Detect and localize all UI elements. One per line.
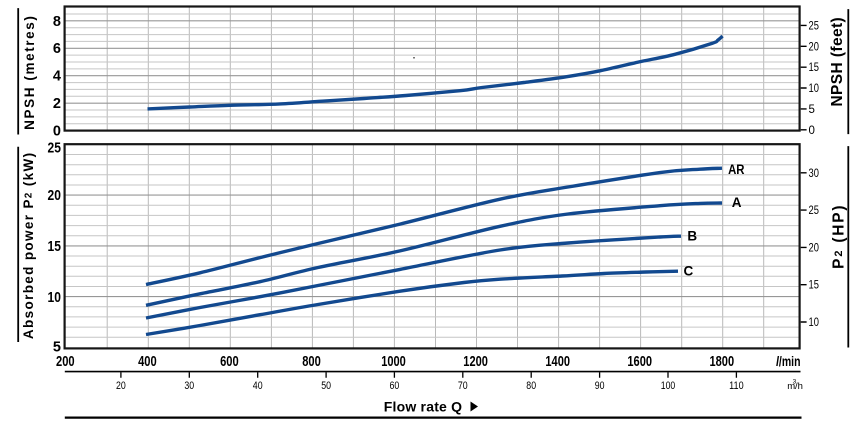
svg-text:40: 40 xyxy=(253,380,263,392)
svg-text:Flow rate Q: Flow rate Q xyxy=(384,399,462,415)
svg-text:600: 600 xyxy=(220,354,239,370)
svg-text:1200: 1200 xyxy=(463,354,488,370)
svg-text:25: 25 xyxy=(48,140,61,156)
svg-text:0: 0 xyxy=(809,125,815,137)
svg-text:30: 30 xyxy=(809,168,819,180)
svg-text:20: 20 xyxy=(116,380,126,392)
svg-text:25: 25 xyxy=(809,205,819,217)
svg-text:P2 (HP): P2 (HP) xyxy=(831,204,848,269)
svg-text:90: 90 xyxy=(595,380,605,392)
svg-text:100: 100 xyxy=(661,380,676,392)
svg-text:80: 80 xyxy=(526,380,536,392)
svg-text:C: C xyxy=(684,264,694,279)
svg-text:15: 15 xyxy=(809,280,819,292)
svg-text:B: B xyxy=(687,228,697,243)
svg-text:l/min: l/min xyxy=(776,354,801,369)
svg-text:20: 20 xyxy=(809,242,819,254)
svg-text:5: 5 xyxy=(53,339,61,355)
svg-text:20: 20 xyxy=(809,41,819,53)
svg-text:m: m xyxy=(787,381,795,392)
svg-text:1400: 1400 xyxy=(545,354,570,370)
svg-text:Absorbed power P2 (kW): Absorbed power P2 (kW) xyxy=(21,152,36,340)
svg-text:800: 800 xyxy=(302,354,321,370)
svg-text:4: 4 xyxy=(53,69,61,85)
svg-text:10: 10 xyxy=(809,83,819,95)
svg-text:70: 70 xyxy=(458,380,468,392)
svg-text:8: 8 xyxy=(53,14,61,30)
svg-text:1000: 1000 xyxy=(381,354,406,370)
svg-text:A: A xyxy=(732,195,742,210)
svg-text:20: 20 xyxy=(48,188,61,204)
svg-text:1600: 1600 xyxy=(627,354,652,370)
svg-text:5: 5 xyxy=(809,104,815,116)
svg-text:1800: 1800 xyxy=(710,354,735,370)
svg-text:30: 30 xyxy=(184,380,194,392)
svg-text:NPSH (metres): NPSH (metres) xyxy=(22,15,37,130)
svg-text:6: 6 xyxy=(53,41,61,57)
svg-text:50: 50 xyxy=(321,380,331,392)
svg-text:0: 0 xyxy=(53,124,61,140)
svg-text:3: 3 xyxy=(793,379,797,386)
svg-text:400: 400 xyxy=(138,354,157,370)
svg-text:2: 2 xyxy=(53,96,61,112)
svg-text:NPSH (feet): NPSH (feet) xyxy=(829,17,846,107)
svg-text:60: 60 xyxy=(390,380,400,392)
svg-text:200: 200 xyxy=(56,354,75,370)
svg-text:15: 15 xyxy=(809,62,819,74)
svg-text:25: 25 xyxy=(809,20,819,32)
svg-text:/h: /h xyxy=(795,381,803,392)
svg-text:10: 10 xyxy=(48,290,61,306)
svg-text:110: 110 xyxy=(729,380,744,392)
svg-text:AR: AR xyxy=(728,162,745,177)
svg-text:15: 15 xyxy=(48,239,61,255)
svg-text:10: 10 xyxy=(809,317,819,329)
